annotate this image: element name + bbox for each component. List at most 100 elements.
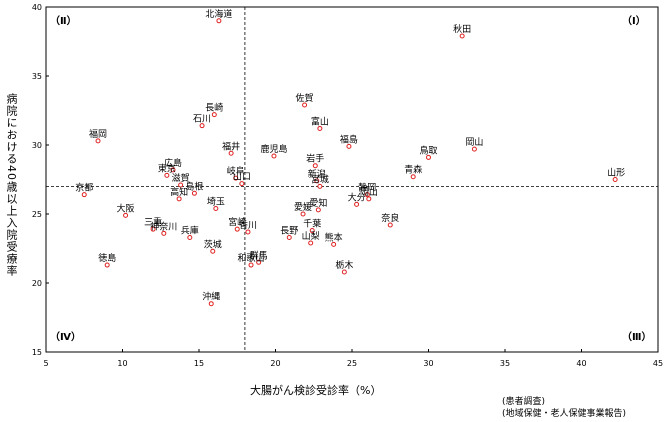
quadrant-labels: （Ⅱ） （Ⅰ） （Ⅳ） （Ⅲ）: [50, 14, 651, 343]
data-point: [317, 125, 323, 131]
quadrant-label-bottom-right: （Ⅲ）: [622, 330, 651, 343]
data-point: [164, 172, 170, 178]
data-point: [199, 123, 205, 129]
data-point-label: 福井: [222, 140, 240, 152]
data-point: [150, 226, 156, 232]
data-point-label: 長崎: [205, 102, 223, 114]
data-point: [123, 212, 129, 218]
data-point-label: 大阪: [117, 202, 135, 214]
data-point: [331, 241, 337, 247]
y-tick-label: 35: [32, 72, 42, 81]
data-point-label: 和歌山: [238, 252, 265, 264]
data-point-label: 新潟: [308, 168, 326, 180]
data-point: [104, 262, 110, 268]
data-point-label: 香川: [239, 220, 257, 231]
data-point-label: 愛媛: [294, 201, 312, 213]
data-point: [213, 205, 219, 211]
data-point-label: 熊本: [325, 231, 343, 243]
x-tick-label: 25: [347, 359, 357, 368]
data-point: [317, 183, 323, 189]
data-point: [346, 143, 352, 149]
data-point-label: 栃木: [335, 259, 353, 271]
data-point: [387, 222, 393, 228]
data-point: [354, 201, 360, 207]
y-tick-label: 30: [32, 141, 42, 150]
data-point: [256, 259, 262, 265]
data-point-label: 愛知: [309, 197, 327, 209]
data-point-label: 高知: [170, 186, 188, 198]
data-point-label: 福岡: [89, 128, 107, 140]
x-tick-label: 10: [117, 359, 127, 368]
data-point-label: 島根: [185, 180, 203, 192]
data-point-label: 徳島: [98, 252, 116, 264]
data-point-label: 奈良: [381, 212, 399, 224]
data-point-label: 宮崎: [228, 216, 246, 228]
data-point-label: 山口: [233, 172, 251, 183]
data-point: [364, 192, 370, 198]
source-note-health-report: (地域保健・老人保健事業報告): [502, 409, 627, 419]
data-point: [187, 234, 193, 240]
data-point: [308, 240, 314, 246]
data-point-label: 茨城: [204, 238, 222, 250]
data-point: [300, 211, 306, 217]
data-point-label: 石川: [193, 115, 211, 125]
x-tick-label: 30: [423, 359, 433, 368]
data-point-label: 滋賀: [172, 172, 190, 184]
y-tick-label: 20: [32, 279, 42, 288]
data-point: [234, 226, 240, 232]
quadrant-label-bottom-left: （Ⅳ）: [50, 330, 81, 343]
data-point: [366, 196, 372, 202]
x-tick-label: 15: [194, 359, 204, 368]
data-point: [95, 138, 101, 144]
x-tick-label: 45: [653, 359, 663, 368]
data-point: [161, 230, 167, 236]
data-point-label: 山梨: [302, 230, 320, 242]
data-point-label: 福島: [340, 133, 358, 145]
data-point: [216, 18, 222, 24]
data-point: [191, 190, 197, 196]
data-point: [312, 163, 318, 169]
data-point: [210, 248, 216, 254]
data-point: [302, 102, 308, 108]
data-point-label: 長野: [280, 225, 298, 236]
data-point: [309, 228, 315, 234]
data-point-label: 群馬: [250, 249, 268, 261]
data-point: [612, 177, 618, 182]
y-axis-label: 病院における40歳以上入院受療率: [5, 93, 18, 277]
data-point-label: 岡山: [360, 187, 378, 198]
data-point: [233, 175, 239, 181]
data-point-label: 埼玉: [207, 195, 225, 207]
data-point: [471, 146, 477, 152]
x-tick-label: 5: [43, 359, 48, 368]
data-point: [228, 150, 234, 156]
x-tick-label: 40: [576, 359, 586, 368]
y-tick-label: 40: [32, 3, 42, 12]
data-point-label: 東京: [158, 162, 176, 174]
data-point-label: 兵庫: [181, 224, 199, 236]
data-point-label: 山形: [607, 167, 625, 179]
quadrant-label-top-right: （Ⅰ）: [622, 14, 646, 27]
data-point-label: 三重: [144, 216, 162, 228]
reference-lines: [46, 7, 658, 352]
data-point: [426, 154, 431, 160]
data-point: [286, 234, 292, 240]
y-tick-label: 15: [32, 348, 42, 357]
data-point: [208, 301, 214, 307]
data-point-label: 静岡: [358, 182, 376, 194]
data-point: [211, 112, 217, 118]
data-point: [410, 174, 416, 180]
x-tick-label: 35: [500, 359, 510, 368]
data-point: [314, 178, 320, 184]
data-point-label: 鹿児島: [260, 143, 287, 155]
data-point: [315, 207, 321, 213]
plot-frame: [45, 6, 659, 353]
data-point-label: 神奈川: [150, 220, 177, 232]
data-point-label: 富山: [311, 115, 329, 127]
data-point-label: 宮城: [311, 173, 329, 185]
data-point: [245, 229, 251, 235]
data-point-label: 大分: [348, 191, 366, 203]
data-point: [239, 181, 245, 187]
